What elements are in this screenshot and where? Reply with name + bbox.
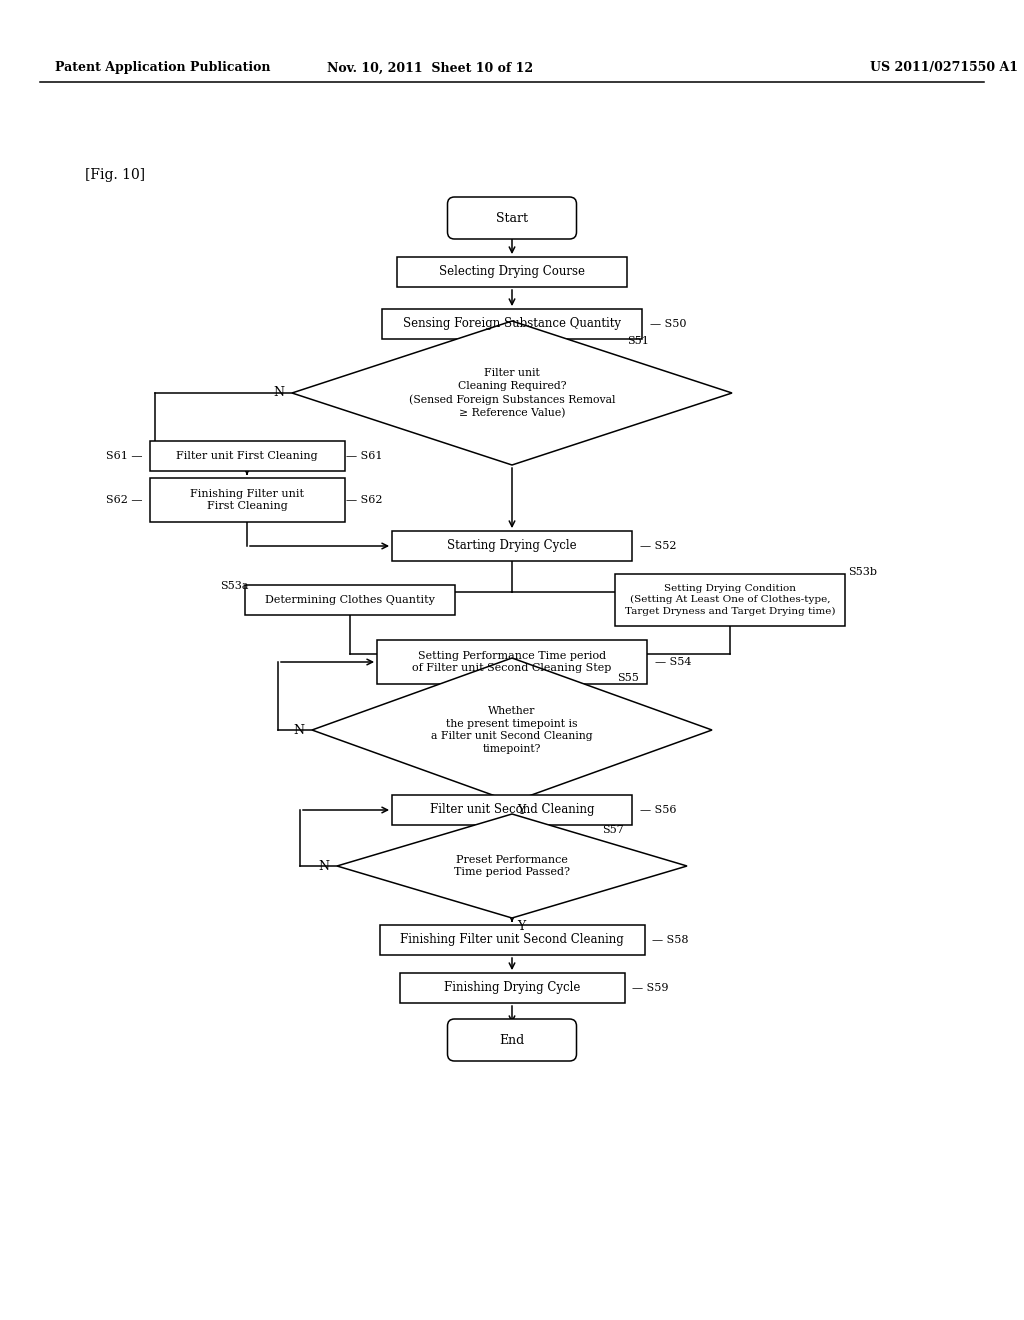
Text: S61 —: S61 — <box>106 451 143 461</box>
Bar <box>392 795 632 825</box>
Text: Nov. 10, 2011  Sheet 10 of 12: Nov. 10, 2011 Sheet 10 of 12 <box>327 62 534 74</box>
Text: — S62: — S62 <box>346 495 383 506</box>
Text: Start: Start <box>496 211 528 224</box>
Bar <box>397 257 627 286</box>
Text: S57: S57 <box>602 825 624 836</box>
Text: — S58: — S58 <box>652 935 688 945</box>
Bar <box>399 973 625 1003</box>
Text: Setting Performance Time period
of Filter unit Second Cleaning Step: Setting Performance Time period of Filte… <box>413 651 611 673</box>
Text: Preset Performance
Time period Passed?: Preset Performance Time period Passed? <box>454 854 570 878</box>
Bar <box>392 531 632 561</box>
Text: US 2011/0271550 A1: US 2011/0271550 A1 <box>870 62 1018 74</box>
Bar <box>150 478 344 521</box>
Text: Setting Drying Condition
(Setting At Least One of Clothes-type,
Target Dryness a: Setting Drying Condition (Setting At Lea… <box>625 583 836 616</box>
Text: Filter unit
Cleaning Required?
(Sensed Foreign Substances Removal
≥ Reference Va: Filter unit Cleaning Required? (Sensed F… <box>409 368 615 418</box>
Text: Patent Application Publication: Patent Application Publication <box>55 62 270 74</box>
Text: Whether
the present timepoint is
a Filter unit Second Cleaning
timepoint?: Whether the present timepoint is a Filte… <box>431 706 593 754</box>
Text: Finishing Filter unit
First Cleaning: Finishing Filter unit First Cleaning <box>190 488 304 511</box>
Polygon shape <box>337 814 687 917</box>
Text: S53b: S53b <box>848 568 877 577</box>
Text: — S50: — S50 <box>650 319 686 329</box>
Text: S55: S55 <box>617 673 639 682</box>
Text: — S59: — S59 <box>632 983 669 993</box>
Text: N: N <box>273 387 284 400</box>
Text: Starting Drying Cycle: Starting Drying Cycle <box>447 540 577 553</box>
Text: S62 —: S62 — <box>106 495 143 506</box>
Bar <box>377 640 647 684</box>
Text: S53a: S53a <box>220 581 249 591</box>
Text: Y: Y <box>517 920 525 932</box>
Polygon shape <box>312 657 712 803</box>
Text: Filter unit Second Cleaning: Filter unit Second Cleaning <box>430 804 594 817</box>
Bar <box>150 441 344 471</box>
Text: S51: S51 <box>627 337 649 346</box>
Text: N: N <box>293 723 304 737</box>
Bar <box>245 585 455 615</box>
Polygon shape <box>292 321 732 465</box>
Bar <box>382 309 642 339</box>
Text: Selecting Drying Course: Selecting Drying Course <box>439 265 585 279</box>
Text: Determining Clothes Quantity: Determining Clothes Quantity <box>265 595 435 605</box>
Bar <box>615 574 845 626</box>
Text: — S54: — S54 <box>655 657 691 667</box>
Text: Y: Y <box>517 804 525 817</box>
Text: — S52: — S52 <box>640 541 677 550</box>
Text: [Fig. 10]: [Fig. 10] <box>85 168 145 182</box>
Text: N: N <box>318 859 329 873</box>
Text: — S56: — S56 <box>640 805 677 814</box>
Text: Filter unit First Cleaning: Filter unit First Cleaning <box>176 451 317 461</box>
Text: — S61: — S61 <box>346 451 383 461</box>
Bar <box>380 925 644 954</box>
FancyBboxPatch shape <box>447 1019 577 1061</box>
Text: Finishing Filter unit Second Cleaning: Finishing Filter unit Second Cleaning <box>400 933 624 946</box>
FancyBboxPatch shape <box>447 197 577 239</box>
Text: End: End <box>500 1034 524 1047</box>
Text: Finishing Drying Cycle: Finishing Drying Cycle <box>443 982 581 994</box>
Text: Sensing Foreign Substance Quantity: Sensing Foreign Substance Quantity <box>403 318 621 330</box>
